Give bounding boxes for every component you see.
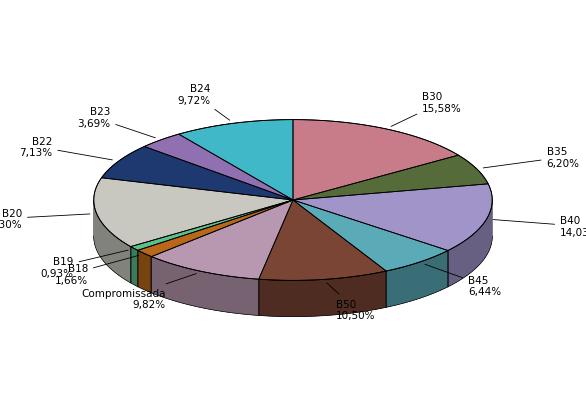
Polygon shape	[138, 251, 152, 293]
Polygon shape	[293, 156, 488, 200]
Text: B35
6,20%: B35 6,20%	[483, 147, 580, 168]
Polygon shape	[131, 200, 293, 251]
Polygon shape	[152, 200, 293, 279]
Polygon shape	[448, 201, 492, 287]
Polygon shape	[94, 178, 293, 247]
Polygon shape	[293, 200, 448, 271]
Text: B19
0,93%: B19 0,93%	[40, 251, 128, 278]
Text: B18
1,66%: B18 1,66%	[54, 256, 139, 285]
Text: B50
10,50%: B50 10,50%	[327, 283, 376, 320]
Polygon shape	[152, 257, 259, 316]
Polygon shape	[293, 120, 458, 200]
Polygon shape	[179, 120, 293, 200]
Text: B23
3,69%: B23 3,69%	[77, 107, 155, 138]
Text: Compromissada
9,82%: Compromissada 9,82%	[81, 274, 196, 310]
Text: B20
14,30%: B20 14,30%	[0, 209, 90, 230]
Polygon shape	[259, 200, 386, 281]
Polygon shape	[293, 184, 492, 251]
Text: B45
6,44%: B45 6,44%	[425, 265, 501, 297]
Polygon shape	[144, 135, 293, 200]
Text: B22
7,13%: B22 7,13%	[19, 136, 113, 160]
Text: B40
14,03%: B40 14,03%	[493, 216, 586, 237]
Polygon shape	[386, 251, 448, 308]
Polygon shape	[101, 147, 293, 200]
Polygon shape	[94, 201, 131, 283]
Polygon shape	[138, 200, 293, 257]
Text: B24
9,72%: B24 9,72%	[177, 84, 230, 121]
Text: B30
15,58%: B30 15,58%	[391, 92, 462, 127]
Polygon shape	[131, 247, 138, 287]
Polygon shape	[259, 271, 386, 317]
